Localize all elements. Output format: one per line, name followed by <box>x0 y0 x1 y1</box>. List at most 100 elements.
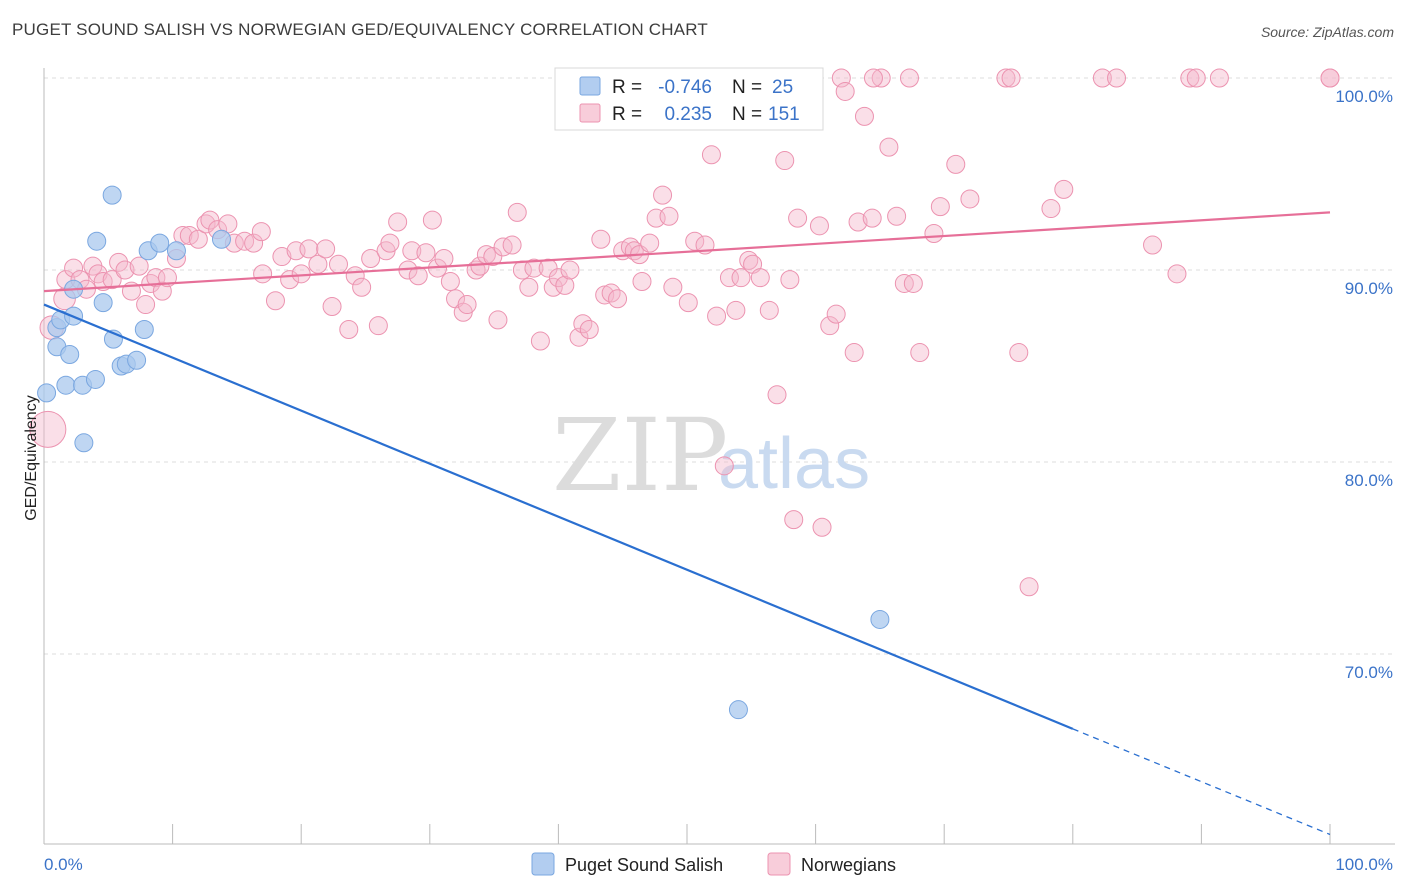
salish-point-10 <box>85 369 105 389</box>
norwegian-point-4 <box>64 258 84 278</box>
norwegian-point-58 <box>440 272 460 292</box>
norwegian-point-77 <box>555 275 575 295</box>
norwegian-point-65 <box>483 247 503 267</box>
legend-n-value-pink: 151 <box>768 104 800 125</box>
norwegian-point-54 <box>416 243 436 263</box>
salish-point-12 <box>93 293 113 313</box>
norwegian-point-104 <box>731 268 751 288</box>
salish-trend-line <box>43 303 1074 730</box>
norwegian-point-100 <box>707 306 727 326</box>
norwegian-point-68 <box>502 235 522 255</box>
legend-n-label-pink: N = <box>732 104 762 125</box>
norwegian-point-43 <box>339 320 359 340</box>
norwegian-point-78 <box>560 260 580 280</box>
norwegian-point-10 <box>102 270 122 290</box>
norwegians-points <box>29 68 1340 597</box>
x-tick-labels: 0.0% 100.0% <box>44 855 1393 874</box>
norwegian-point-113 <box>788 208 808 228</box>
correlation-legend: R = -0.746 N = 25 R = 0.235 N = 151 <box>554 67 824 131</box>
salish-point-4 <box>60 344 80 364</box>
salish-point-5 <box>56 375 76 395</box>
norwegian-point-101 <box>714 456 734 476</box>
series-label-norwegians: Norwegians <box>801 855 896 875</box>
norwegian-point-115 <box>812 517 832 537</box>
watermark-zip: ZIP <box>552 397 728 514</box>
salish-point-24 <box>870 609 890 629</box>
series-swatch-puget-sound-salish <box>531 852 555 876</box>
norwegian-point-93 <box>653 185 673 205</box>
norwegian-point-66 <box>488 310 508 330</box>
norwegian-point-120 <box>844 343 864 363</box>
norwegian-point-12 <box>115 260 135 280</box>
x-tick-label-1: 100.0% <box>1335 855 1393 874</box>
norwegian-point-125 <box>879 137 899 157</box>
norwegian-point-81 <box>579 320 599 340</box>
norwegian-point-141 <box>1092 68 1112 88</box>
y-tick-label-1: 90.0% <box>1345 279 1393 298</box>
norwegian-point-57 <box>434 248 454 268</box>
norwegian-point-83 <box>595 285 615 305</box>
norwegian-point-129 <box>903 273 923 293</box>
norwegian-point-72 <box>524 258 544 278</box>
series-swatch-norwegians <box>767 852 791 876</box>
norwegian-point-32 <box>253 264 273 284</box>
norwegian-point-139 <box>1041 199 1061 219</box>
norwegian-point-140 <box>1054 179 1074 199</box>
norwegian-point-14 <box>129 256 149 276</box>
norwegian-point-144 <box>1167 264 1187 284</box>
norwegian-point-69 <box>507 202 527 222</box>
legend-r-value-blue: -0.746 <box>658 77 712 98</box>
salish-point-11 <box>87 231 107 251</box>
norwegian-point-37 <box>291 264 311 284</box>
salish-point-13 <box>102 185 122 205</box>
norwegian-point-90 <box>632 272 652 292</box>
norwegian-point-50 <box>388 212 408 232</box>
norwegian-point-143 <box>1143 235 1163 255</box>
salish-trend-extension <box>1072 728 1331 836</box>
norwegian-point-108 <box>759 300 779 320</box>
norwegian-point-135 <box>996 68 1016 88</box>
norwegian-point-74 <box>538 258 558 278</box>
norwegian-point-124 <box>871 68 891 88</box>
norwegian-point-136 <box>1001 68 1021 88</box>
salish-point-23 <box>728 700 748 720</box>
series-legend: Puget Sound Salish Norwegians <box>531 852 896 876</box>
norwegian-point-131 <box>924 224 944 244</box>
norwegian-point-110 <box>775 151 795 171</box>
norwegian-point-49 <box>380 233 400 253</box>
norwegian-point-119 <box>835 81 855 101</box>
legend-n-label-blue: N = <box>732 77 762 98</box>
norwegian-point-38 <box>299 239 319 259</box>
salish-point-18 <box>134 320 154 340</box>
norwegian-point-25 <box>200 210 220 230</box>
norwegian-point-103 <box>726 300 746 320</box>
norwegian-point-53 <box>408 266 428 286</box>
norwegian-point-52 <box>402 241 422 261</box>
norwegian-point-102 <box>719 268 739 288</box>
norwegian-point-138 <box>1019 577 1039 597</box>
norwegian-point-121 <box>848 212 868 232</box>
salish-point-22 <box>211 229 231 249</box>
norwegian-point-15 <box>136 295 156 315</box>
norwegian-point-31 <box>251 222 271 242</box>
y-tick-label-0: 100.0% <box>1335 87 1393 106</box>
norwegian-point-130 <box>910 343 930 363</box>
norwegian-point-117 <box>826 304 846 324</box>
x-tick-label-0: 0.0% <box>44 855 83 874</box>
norwegian-point-73 <box>530 331 550 351</box>
norwegian-point-112 <box>784 510 804 530</box>
source-label: Source: ZipAtlas.com <box>1260 24 1394 40</box>
salish-point-20 <box>150 233 170 253</box>
norwegian-point-46 <box>361 248 381 268</box>
norwegian-point-91 <box>640 233 660 253</box>
norwegian-point-76 <box>548 268 568 288</box>
norwegian-point-42 <box>328 254 348 274</box>
norwegian-point-147 <box>1209 68 1229 88</box>
salish-point-17 <box>127 350 147 370</box>
norwegian-point-149 <box>1320 68 1340 88</box>
norwegian-point-23 <box>188 229 208 249</box>
y-axis-title: GED/Equivalency <box>23 395 40 520</box>
norwegian-point-146 <box>1186 68 1206 88</box>
norwegian-point-0 <box>29 410 67 448</box>
chart-title: PUGET SOUND SALISH VS NORWEGIAN GED/EQUI… <box>12 20 708 39</box>
